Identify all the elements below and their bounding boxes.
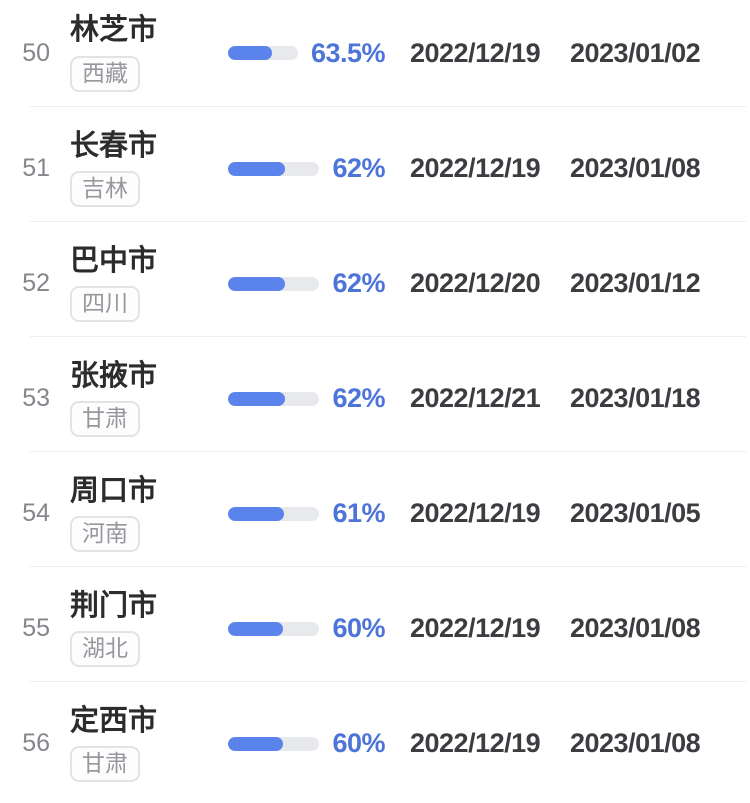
rank-number: 52 [22,269,50,297]
rank-number: 50 [22,38,50,67]
end-date: 2023/01/05 [570,498,701,528]
rank-number: 56 [22,729,50,757]
progress-bar-fill [228,46,273,60]
progress-bar-track [228,391,320,406]
end-date: 2023/01/02 [570,37,701,68]
start-date: 2022/12/19 [410,498,541,528]
start-date: 2022/12/19 [410,728,541,758]
start-date: 2022/12/19 [410,37,541,68]
province-tag: 吉林 [70,171,140,208]
progress-bar-track [228,621,320,636]
progress-bar-group: 62% [228,155,410,182]
table-row: 51 长春市 吉林 62% 2022/12/19 2023/01/08 [0,106,750,221]
city-name: 定西市 [70,704,158,737]
progress-bar-track [228,506,320,521]
progress-bar-track [228,736,320,751]
end-date: 2023/01/08 [570,728,701,758]
province-tag: 河南 [70,516,140,553]
rank-number: 53 [22,384,50,412]
province-tag: 湖北 [70,631,140,668]
province-tag: 西藏 [70,55,140,92]
table-row: 53 张掖市 甘肃 62% 2022/12/21 2023/01/18 [0,336,750,451]
province-tag: 甘肃 [70,401,140,438]
city-name: 长春市 [70,129,158,162]
city-cell: 巴中市 四川 [50,245,228,323]
start-date: 2022/12/19 [410,153,541,183]
progress-bar-fill [228,391,285,406]
progress-bar-group: 62% [228,385,410,412]
percent-label: 62% [332,268,385,298]
progress-bar-group: 62% [228,270,410,297]
rank-number: 51 [22,154,50,182]
start-date: 2022/12/21 [410,383,541,413]
percent-label: 62% [332,383,385,413]
table-row: 54 周口市 河南 61% 2022/12/19 2023/01/05 [0,451,750,566]
city-name: 林芝市 [70,14,158,47]
progress-bar-track [228,46,298,60]
percent-label: 61% [332,498,385,528]
city-cell: 周口市 河南 [50,475,228,553]
city-cell: 张掖市 甘肃 [50,360,228,438]
table-row: 56 定西市 甘肃 60% 2022/12/19 2023/01/08 [0,681,750,796]
province-tag: 甘肃 [70,746,140,783]
progress-bar-group: 63.5% [228,37,410,68]
percent-label: 63.5% [310,37,386,68]
percent-label: 62% [332,153,385,183]
table-row: 55 荆门市 湖北 60% 2022/12/19 2023/01/08 [0,566,750,681]
progress-bar-fill [228,736,283,751]
end-date: 2023/01/12 [570,268,701,298]
progress-bar-fill [228,506,284,521]
city-name: 荆门市 [70,589,158,622]
city-cell: 林芝市 西藏 [50,14,228,92]
progress-bar-track [228,161,320,176]
end-date: 2023/01/18 [570,383,701,413]
city-name: 巴中市 [70,244,158,277]
progress-bar-group: 60% [228,615,410,642]
end-date: 2023/01/08 [570,613,701,643]
start-date: 2022/12/19 [410,613,541,643]
progress-bar-fill [228,161,285,176]
table-row: 52 巴中市 四川 62% 2022/12/20 2023/01/12 [0,221,750,336]
progress-bar-group: 60% [228,730,410,757]
end-date: 2023/01/08 [570,153,701,183]
progress-bar-fill [228,621,283,636]
start-date: 2022/12/20 [410,268,541,298]
rank-number: 54 [22,499,50,527]
city-cell: 荆门市 湖北 [50,590,228,668]
rank-number: 55 [22,614,50,642]
progress-bar-track [228,276,320,291]
percent-label: 60% [332,613,385,643]
city-cell: 长春市 吉林 [50,130,228,208]
progress-bar-group: 61% [228,500,410,527]
city-cell: 定西市 甘肃 [50,705,228,783]
city-name: 周口市 [70,474,158,507]
table-row: 50 林芝市 西藏 63.5% 2022/12/19 2023/01/02 [0,0,750,106]
province-tag: 四川 [70,286,140,323]
city-name: 张掖市 [70,359,158,392]
percent-label: 60% [332,728,385,758]
progress-bar-fill [228,276,285,291]
